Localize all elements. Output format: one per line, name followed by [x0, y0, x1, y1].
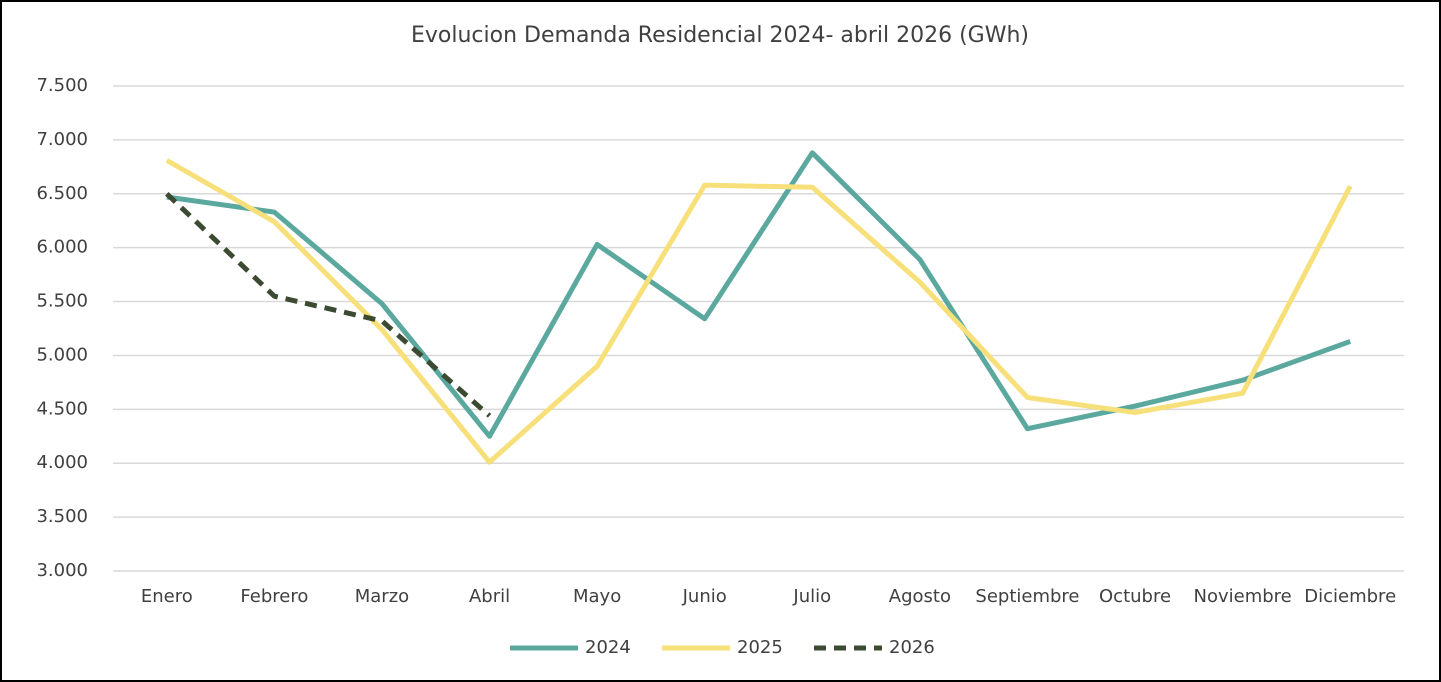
y-tick-label: 3.500 [36, 506, 88, 527]
chart-title: Evolucion Demanda Residencial 2024- abri… [411, 23, 1029, 48]
y-tick-label: 6.000 [36, 237, 88, 258]
x-tick-label: Septiembre [975, 586, 1079, 607]
x-tick-label: Mayo [573, 586, 621, 607]
x-tick-label: Junio [682, 586, 727, 607]
y-tick-label: 3.000 [36, 560, 88, 581]
x-tick-label: Abril [469, 586, 510, 607]
x-tick-label: Julio [792, 586, 831, 607]
y-tick-label: 4.000 [36, 452, 88, 473]
legend-label: 2024 [585, 637, 631, 658]
y-tick-label: 6.500 [36, 183, 88, 204]
x-tick-label: Noviembre [1194, 586, 1292, 607]
x-tick-label: Febrero [240, 586, 308, 607]
line-series [165, 158, 1353, 465]
legend-label: 2026 [889, 637, 935, 658]
y-tick-label: 7.500 [36, 75, 88, 96]
x-tick-label: Agosto [889, 586, 951, 607]
x-tick-label: Enero [141, 586, 193, 607]
line-series [165, 191, 492, 418]
line-series [166, 150, 1352, 439]
legend-label: 2025 [737, 637, 783, 658]
y-tick-label: 5.000 [36, 344, 88, 365]
x-tick-label: Diciembre [1304, 586, 1396, 607]
y-tick-label: 5.500 [36, 291, 88, 312]
x-tick-label: Octubre [1099, 586, 1171, 607]
y-tick-label: 7.000 [36, 129, 88, 150]
y-tick-label: 4.500 [36, 398, 88, 419]
x-tick-label: Marzo [355, 586, 409, 607]
